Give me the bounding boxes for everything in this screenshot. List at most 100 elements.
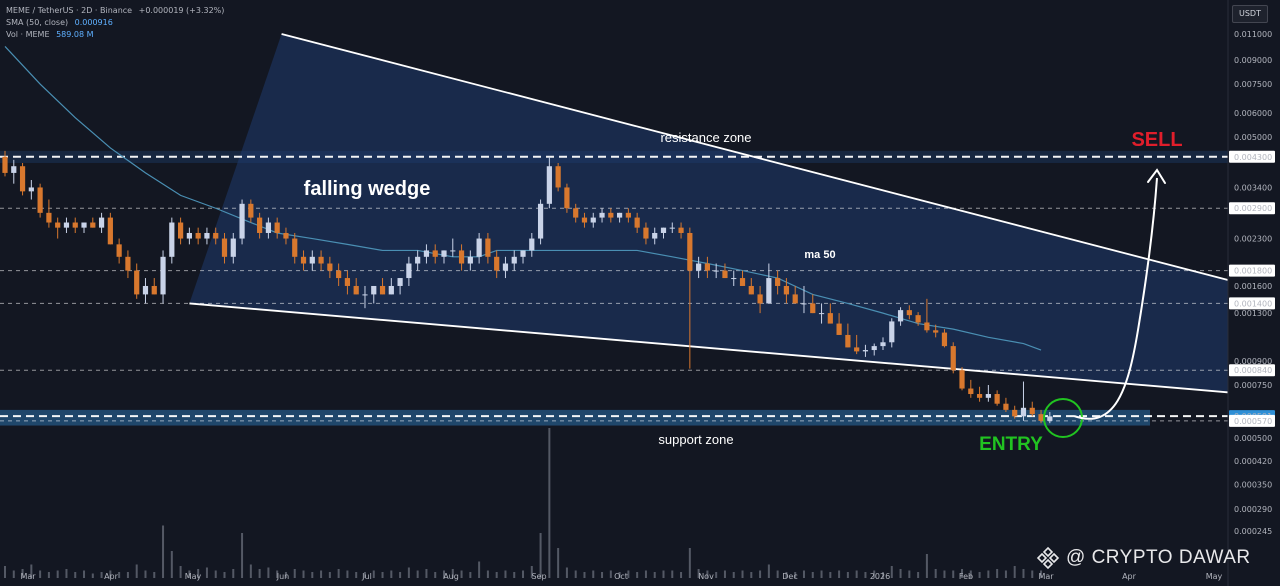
volume-bar bbox=[530, 566, 533, 578]
candle-body bbox=[608, 212, 614, 218]
volume-bar bbox=[767, 564, 770, 578]
candle-body bbox=[643, 227, 649, 239]
candle-body bbox=[660, 227, 667, 233]
candle-body bbox=[151, 285, 157, 295]
volume-bar bbox=[425, 569, 428, 578]
time-axis[interactable]: Mar Apr May Jun Jul Aug Sep Oct Nov Dec 2026 Feb Mar… bbox=[20, 572, 1222, 581]
legend-volume-row[interactable]: Vol · MEME 589.08 M bbox=[6, 30, 94, 39]
candle-body bbox=[476, 238, 482, 257]
candle-body bbox=[915, 315, 921, 323]
volume-bar bbox=[864, 572, 867, 578]
candle-body bbox=[950, 346, 956, 371]
binance-diamond-icon bbox=[1036, 546, 1060, 570]
time-tick-label[interactable]: Apr bbox=[1122, 572, 1137, 581]
volume-bar bbox=[838, 570, 841, 578]
price-tag-label: 0.001800 bbox=[1234, 267, 1272, 276]
candle-body bbox=[134, 270, 140, 295]
price-tag-bg bbox=[1229, 297, 1275, 310]
candle-body bbox=[98, 217, 105, 228]
price-tick-label: 0.007500 bbox=[1234, 80, 1272, 89]
volume-bar bbox=[522, 570, 525, 578]
candles-layer bbox=[2, 150, 1053, 424]
projection-arrow-path bbox=[1073, 177, 1158, 420]
price-tag-label: 0.004300 bbox=[1234, 153, 1272, 162]
candle-body bbox=[485, 238, 491, 257]
volume-bar bbox=[794, 572, 797, 578]
candle-body bbox=[564, 187, 570, 209]
candle-body bbox=[573, 208, 579, 218]
candle-body bbox=[309, 256, 315, 264]
volume-bar bbox=[882, 572, 884, 578]
candle-body bbox=[1029, 407, 1035, 415]
volume-bar bbox=[601, 572, 604, 578]
candle-body bbox=[748, 285, 754, 295]
volume-bar bbox=[109, 570, 112, 578]
time-tick-label[interactable]: May bbox=[1206, 572, 1223, 581]
time-tick-label[interactable]: Sep bbox=[531, 572, 546, 581]
volume-bar bbox=[39, 570, 42, 578]
candle-body bbox=[467, 256, 473, 264]
volume-bar bbox=[100, 572, 103, 578]
candle-body bbox=[581, 217, 588, 223]
time-tick-label[interactable]: Oct bbox=[614, 572, 628, 581]
time-tick-label[interactable]: Nov bbox=[698, 572, 714, 581]
horizontal-levels-layer bbox=[0, 155, 1228, 422]
time-tick-label[interactable]: Mar bbox=[20, 572, 36, 581]
time-tick-label[interactable]: 2026 bbox=[870, 572, 890, 581]
volume-bar bbox=[162, 525, 165, 578]
volume-bar bbox=[1004, 570, 1007, 578]
time-tick-label[interactable]: Mar bbox=[1038, 572, 1054, 581]
time-tick-label[interactable]: Jul bbox=[361, 572, 372, 581]
candle-body bbox=[1038, 414, 1044, 421]
candle-body bbox=[555, 166, 561, 188]
volume-bar bbox=[548, 428, 551, 578]
projection-arrow-head bbox=[1147, 168, 1166, 184]
candle-body bbox=[344, 278, 351, 286]
entry-label: ENTRY bbox=[979, 434, 1043, 455]
price-tick-label: 0.000420 bbox=[1234, 457, 1272, 466]
candle-body bbox=[941, 332, 948, 347]
candle-body bbox=[318, 256, 324, 264]
time-tick-label[interactable]: Aug bbox=[443, 572, 459, 581]
candle-body bbox=[239, 203, 245, 239]
volume-bar bbox=[65, 569, 68, 578]
volume-bar bbox=[618, 572, 621, 578]
candle-body bbox=[731, 278, 737, 280]
volume-bar bbox=[627, 570, 630, 578]
volume-bar bbox=[811, 572, 814, 578]
candle-body bbox=[590, 217, 596, 223]
price-tick-label: 0.009000 bbox=[1234, 56, 1272, 65]
volume-value: 589.08 M bbox=[56, 30, 94, 39]
volume-bar bbox=[302, 570, 305, 578]
price-axis[interactable]: 0.011000 0.009000 0.007500 0.006000 0.005000… bbox=[1227, 0, 1280, 586]
volume-bar bbox=[697, 569, 700, 578]
time-tick-label[interactable]: May bbox=[185, 572, 202, 581]
candle-body bbox=[406, 263, 412, 279]
candle-body bbox=[704, 263, 710, 271]
time-tick-label[interactable]: Jun bbox=[276, 572, 290, 581]
volume-bar bbox=[996, 569, 999, 578]
price-tag-label: 0.001400 bbox=[1234, 299, 1272, 308]
volume-bar bbox=[223, 572, 226, 578]
time-tick-label[interactable]: Dec bbox=[782, 572, 797, 581]
legend-symbol-row[interactable]: MEME / TetherUS · 2D · Binance +0.000019… bbox=[6, 6, 224, 15]
volume-bar bbox=[662, 570, 665, 578]
volume-bar bbox=[381, 572, 384, 578]
candle-body bbox=[327, 263, 333, 271]
candle-body bbox=[818, 313, 825, 315]
candle-body bbox=[827, 313, 833, 324]
time-tick-label[interactable]: Apr bbox=[104, 572, 119, 581]
volume-bar bbox=[987, 570, 990, 578]
candle-body bbox=[169, 222, 175, 257]
candle-body bbox=[28, 187, 34, 192]
price-tick-label: 0.000500 bbox=[1234, 434, 1272, 443]
candle-body bbox=[625, 212, 631, 218]
volume-bar bbox=[267, 567, 270, 578]
volume-bar bbox=[917, 572, 920, 578]
currency-selector-button[interactable]: USDT bbox=[1232, 5, 1268, 23]
legend-sma-row[interactable]: SMA (50, close) 0.000916 bbox=[6, 18, 113, 27]
time-tick-label[interactable]: Feb bbox=[959, 572, 973, 581]
volume-bar bbox=[802, 570, 805, 578]
candle-body bbox=[274, 222, 280, 233]
